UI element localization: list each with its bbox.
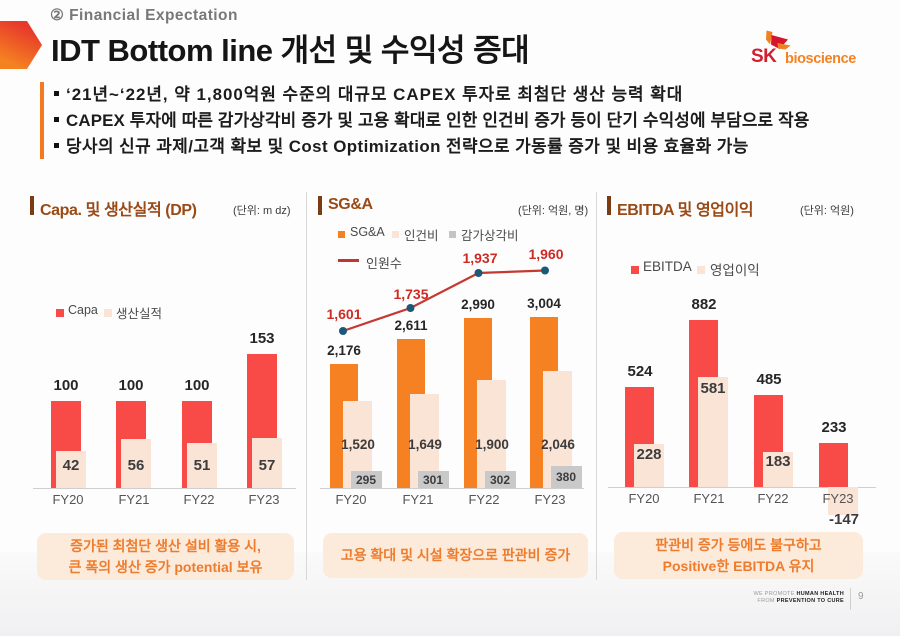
svg-text:SK: SK [751, 46, 777, 66]
svg-text:bioscience: bioscience [785, 51, 856, 66]
